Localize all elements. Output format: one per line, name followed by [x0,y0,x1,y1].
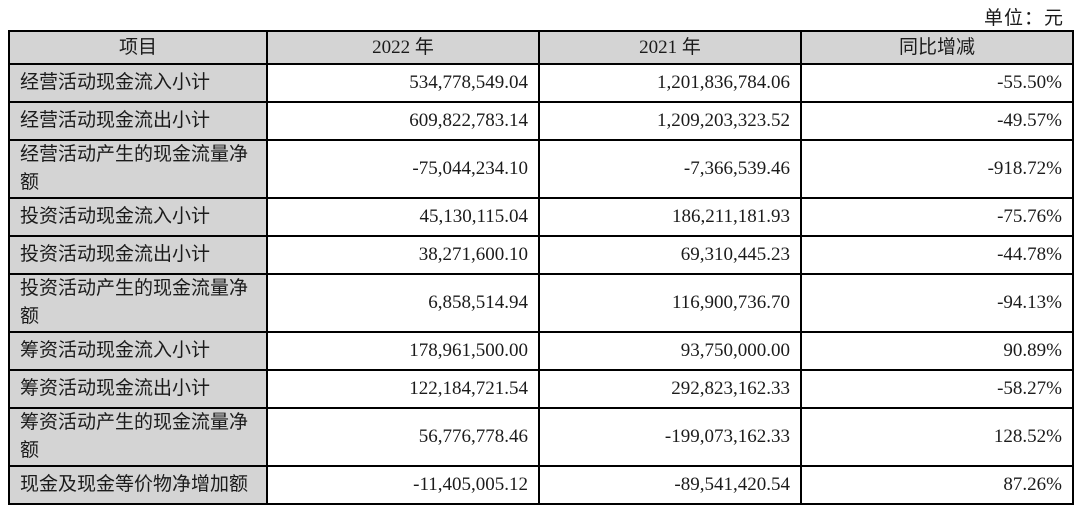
row-label: 筹资活动现金流入小计 [8,331,268,371]
value-2022: 122,184,721.54 [266,369,540,409]
table-row: 筹资活动现金流出小计 122,184,721.54 292,823,162.33… [8,369,1074,409]
value-yoy: 87.26% [800,465,1074,505]
value-yoy: -55.50% [800,63,1074,103]
value-2022: 534,778,549.04 [266,63,540,103]
header-row: 项目 2022 年 2021 年 同比增减 [8,30,1074,65]
col-header-yoy: 同比增减 [800,30,1074,65]
table-row: 现金及现金等价物净增加额 -11,405,005.12 -89,541,420.… [8,465,1074,505]
row-label: 投资活动现金流出小计 [8,235,268,275]
value-2021: 292,823,162.33 [538,369,802,409]
value-2022: 178,961,500.00 [266,331,540,371]
table-row: 经营活动产生的现金流量净额 -75,044,234.10 -7,366,539.… [8,139,1074,199]
table-row: 经营活动现金流出小计 609,822,783.14 1,209,203,323.… [8,101,1074,141]
value-2021: 186,211,181.93 [538,197,802,237]
value-yoy: -44.78% [800,235,1074,275]
table-row: 投资活动现金流出小计 38,271,600.10 69,310,445.23 -… [8,235,1074,275]
value-yoy: -58.27% [800,369,1074,409]
value-2021: 1,209,203,323.52 [538,101,802,141]
table-row: 经营活动现金流入小计 534,778,549.04 1,201,836,784.… [8,63,1074,103]
value-2021: -199,073,162.33 [538,407,802,467]
row-label: 现金及现金等价物净增加额 [8,465,268,505]
value-2021: 93,750,000.00 [538,331,802,371]
value-2022: 609,822,783.14 [266,101,540,141]
row-label: 经营活动现金流入小计 [8,63,268,103]
value-2022: 56,776,778.46 [266,407,540,467]
row-label: 筹资活动现金流出小计 [8,369,268,409]
value-yoy: -49.57% [800,101,1074,141]
row-label: 投资活动现金流入小计 [8,197,268,237]
value-2022: -75,044,234.10 [266,139,540,199]
value-yoy: 128.52% [800,407,1074,467]
row-label: 经营活动现金流出小计 [8,101,268,141]
table-row: 投资活动现金流入小计 45,130,115.04 186,211,181.93 … [8,197,1074,237]
value-2021: -89,541,420.54 [538,465,802,505]
value-2021: -7,366,539.46 [538,139,802,199]
value-2021: 69,310,445.23 [538,235,802,275]
value-2022: -11,405,005.12 [266,465,540,505]
value-2022: 38,271,600.10 [266,235,540,275]
row-label: 经营活动产生的现金流量净额 [8,139,268,199]
row-label: 投资活动产生的现金流量净额 [8,273,268,333]
row-label: 筹资活动产生的现金流量净额 [8,407,268,467]
value-2021: 116,900,736.70 [538,273,802,333]
value-2021: 1,201,836,784.06 [538,63,802,103]
value-yoy: 90.89% [800,331,1074,371]
col-header-2022: 2022 年 [266,30,540,65]
unit-note: 单位：元 [983,8,1064,29]
value-yoy: -94.13% [800,273,1074,333]
cash-flow-table: 项目 2022 年 2021 年 同比增减 经营活动现金流入小计 534,778… [8,30,1074,505]
table-row: 筹资活动现金流入小计 178,961,500.00 93,750,000.00 … [8,331,1074,371]
value-2022: 6,858,514.94 [266,273,540,333]
table-row: 投资活动产生的现金流量净额 6,858,514.94 116,900,736.7… [8,273,1074,333]
table-row: 筹资活动产生的现金流量净额 56,776,778.46 -199,073,162… [8,407,1074,467]
value-yoy: -918.72% [800,139,1074,199]
value-2022: 45,130,115.04 [266,197,540,237]
col-header-2021: 2021 年 [538,30,802,65]
col-header-item: 项目 [8,30,268,65]
value-yoy: -75.76% [800,197,1074,237]
